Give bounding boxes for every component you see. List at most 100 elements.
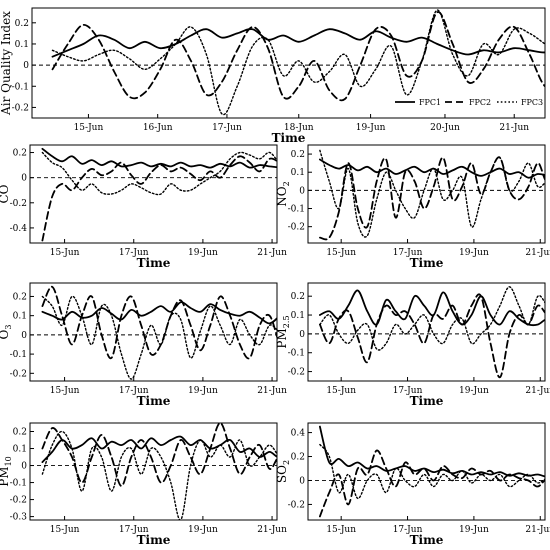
plot-frame xyxy=(307,144,546,244)
plot-frame xyxy=(307,422,546,521)
y-tick-label: 0 xyxy=(21,174,27,184)
y-axis-title-subscript: 3 xyxy=(4,325,13,330)
series-line-fpc1 xyxy=(41,301,277,325)
x-tick-label: 15-Jun xyxy=(50,386,80,396)
x-tick-label: 19-Jun xyxy=(188,525,218,535)
x-tick-label: 19-Jun xyxy=(459,386,489,396)
series-line-fpc1 xyxy=(319,425,545,478)
y-tick-label: -0.1 xyxy=(10,479,27,489)
y-axis-title: O3 xyxy=(0,325,13,340)
x-tick-label: 19-Jun xyxy=(188,248,218,258)
x-tick-label: 15-Jun xyxy=(326,248,356,258)
x-tick-label: 18-Jun xyxy=(284,123,314,133)
y-axis-title: SO2 xyxy=(275,460,291,483)
x-tick-label: 19-Jun xyxy=(356,123,386,133)
x-tick-label: 17-Jun xyxy=(393,386,423,396)
y-tick-label: 0.1 xyxy=(13,445,27,455)
legend-label-fpc2: FPC2 xyxy=(469,98,491,107)
y-tick-label: -0.3 xyxy=(10,513,28,523)
x-tick-label: 15-Jun xyxy=(326,525,356,535)
y-tick-label: 0.2 xyxy=(13,428,27,438)
series-line-fpc2 xyxy=(319,156,545,241)
y-axis-title-subscript: 2.5 xyxy=(282,315,291,328)
y-axis-title: NO2 xyxy=(275,181,291,206)
y-tick-label: 0.1 xyxy=(291,311,305,321)
series-line-fpc2 xyxy=(51,11,545,102)
y-axis-title: CO xyxy=(0,184,11,203)
series-line-fpc1 xyxy=(41,435,277,463)
series-line-fpc2 xyxy=(41,155,277,242)
y-tick-label: -0.2 xyxy=(12,103,29,113)
series-line-fpc3 xyxy=(41,430,277,520)
y-tick-label: -0.1 xyxy=(12,82,29,92)
plot-frame xyxy=(31,7,546,119)
y-tick-label: 0.1 xyxy=(291,168,305,178)
y-tick-label: -0.4 xyxy=(10,224,28,234)
x-tick-label: 17-Jun xyxy=(393,525,423,535)
x-tick-label: 19-Jun xyxy=(459,525,489,535)
chart-panel-2: -0.2 -0.1 0 0.1 0.2 15-Jun 17-Jun 19-Jun 21-Jun T… xyxy=(275,144,550,270)
series-line-fpc3 xyxy=(319,443,545,500)
x-axis-title: Time xyxy=(410,533,444,547)
y-tick-label: 0.2 xyxy=(13,149,27,159)
y-tick-label: 0 xyxy=(299,186,305,196)
x-tick-label: 16-Jun xyxy=(143,123,173,133)
plot-frame xyxy=(29,282,278,382)
legend-label-fpc1: FPC1 xyxy=(419,98,441,107)
series-line-fpc2 xyxy=(319,449,545,518)
x-tick-label: 15-Jun xyxy=(50,248,80,258)
y-axis-title-subscript: 10 xyxy=(4,456,13,466)
y-tick-label: 0 xyxy=(299,330,305,340)
series-line-fpc1 xyxy=(51,28,545,58)
y-tick-label: 0 xyxy=(299,476,305,486)
y-axis-title-subscript: 2 xyxy=(282,181,291,186)
y-tick-label: 0 xyxy=(21,331,27,341)
x-axis-title: Time xyxy=(410,256,444,270)
y-tick-label: -0.2 xyxy=(288,223,305,233)
legend-label-fpc3: FPC3 xyxy=(521,98,543,107)
x-axis-title: Time xyxy=(272,131,306,145)
series-line-fpc2 xyxy=(319,293,545,379)
x-tick-label: 21-Jun xyxy=(525,386,550,396)
y-tick-label: 0.2 xyxy=(291,453,305,463)
y-tick-label: 0.2 xyxy=(291,292,305,302)
x-tick-label: 15-Jun xyxy=(326,386,356,396)
y-tick-label: -0.1 xyxy=(288,205,305,215)
y-axis-title-subscript: 2 xyxy=(282,460,291,465)
y-tick-label: -0.2 xyxy=(10,496,27,506)
chart-panel-6: -0.2 0 0.2 0.4 15-Jun 17-Jun 19-Jun 21-Jun Time S… xyxy=(275,422,550,547)
series-line-fpc1 xyxy=(41,147,277,169)
series-line-fpc3 xyxy=(319,286,545,351)
chart-panel-4: -0.2 -0.1 0 0.1 0.2 15-Jun 17-Jun 19-Jun 21-Jun T… xyxy=(275,282,550,408)
x-axis-title: Time xyxy=(410,394,444,408)
y-tick-label: 0.2 xyxy=(13,292,27,302)
chart-panel-3: -0.2 -0.1 0 0.1 0.2 15-Jun 17-Jun 19-Jun 21-Jun T… xyxy=(0,282,287,408)
y-tick-label: -0.1 xyxy=(10,350,27,360)
x-tick-label: 17-Jun xyxy=(212,123,242,133)
x-tick-label: 20-Jun xyxy=(430,123,460,133)
x-tick-label: 17-Jun xyxy=(119,386,149,396)
y-axis-title: PM10 xyxy=(0,456,13,487)
x-tick-label: 21-Jun xyxy=(257,248,287,258)
plot-frame xyxy=(29,422,278,521)
y-tick-label: -0.2 xyxy=(288,368,305,378)
x-tick-label: 17-Jun xyxy=(393,248,423,258)
x-tick-label: 21-Jun xyxy=(525,248,550,258)
x-tick-label: 19-Jun xyxy=(459,248,489,258)
x-tick-label: 15-Jun xyxy=(74,123,104,133)
y-tick-label: -0.1 xyxy=(288,349,305,359)
x-tick-label: 17-Jun xyxy=(119,525,149,535)
series-line-fpc3 xyxy=(319,149,545,238)
series-line-fpc2 xyxy=(41,285,277,360)
series-line-fpc1 xyxy=(319,289,545,327)
x-axis-title: Time xyxy=(137,256,171,270)
chart-panel-1: -0.4 -0.2 0 0.2 15-Jun 17-Jun 19-Jun 21-Jun Time… xyxy=(0,144,287,270)
series-line-fpc3 xyxy=(51,9,545,116)
plot-frame xyxy=(29,144,278,244)
y-tick-label: 0 xyxy=(21,462,27,472)
series-line-fpc3 xyxy=(41,151,277,196)
y-tick-label: -0.2 xyxy=(288,500,305,510)
y-tick-label: -0.2 xyxy=(10,199,27,209)
x-tick-label: 21-Jun xyxy=(499,123,529,133)
plot-frame xyxy=(307,282,546,382)
